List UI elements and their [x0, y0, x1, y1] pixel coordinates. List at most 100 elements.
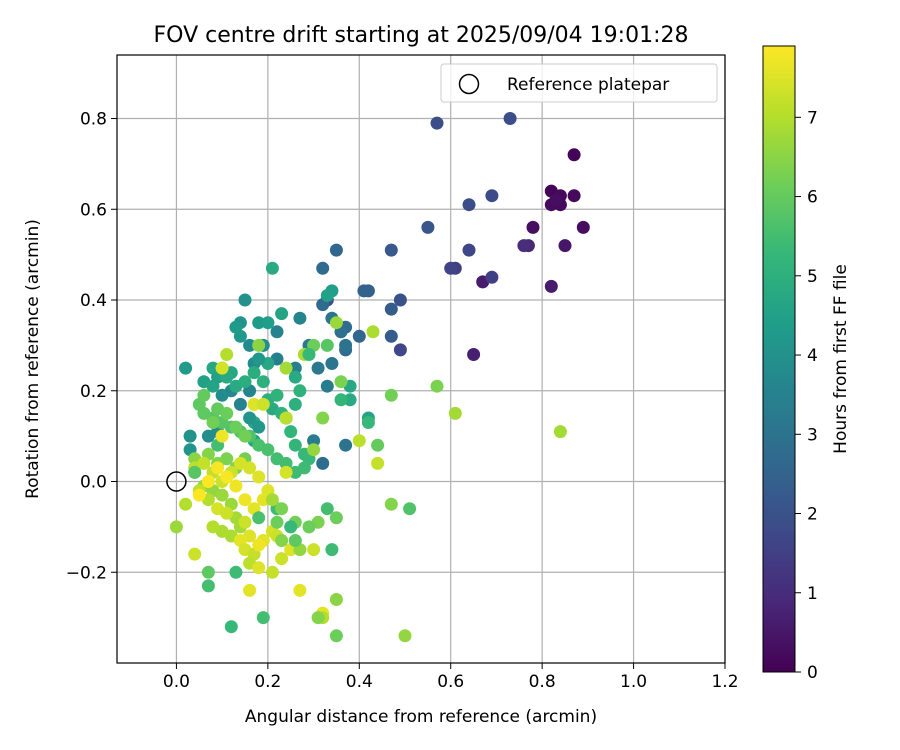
data-point — [553, 425, 567, 439]
chart-title: FOV centre drift starting at 2025/09/04 … — [154, 23, 689, 48]
data-point — [279, 465, 293, 479]
data-point — [339, 338, 353, 352]
data-point — [316, 261, 330, 275]
data-point — [275, 307, 289, 321]
data-point — [233, 397, 247, 411]
x-axis-ticks: 0.0 0.2 0.4 0.6 0.8 1.0 1.2 — [163, 663, 739, 692]
y-axis-ticks: −0.2 0.0 0.2 0.4 0.6 0.8 — [66, 110, 117, 583]
data-point — [293, 583, 307, 597]
data-point — [252, 420, 266, 434]
data-point — [197, 456, 211, 470]
data-point — [197, 388, 211, 402]
data-point — [485, 270, 499, 284]
data-point — [252, 316, 266, 330]
y-tick-label: 0.2 — [80, 382, 107, 402]
data-point — [352, 434, 366, 448]
data-point — [311, 361, 325, 375]
data-point — [252, 338, 266, 352]
data-point — [252, 438, 266, 452]
data-point — [320, 502, 334, 516]
data-point — [256, 493, 270, 507]
colorbar-tick-label: 3 — [807, 425, 818, 445]
data-point — [334, 393, 348, 407]
data-point — [265, 261, 279, 275]
data-point — [320, 289, 334, 302]
data-point — [275, 552, 289, 566]
data-point — [252, 470, 266, 484]
data-point — [201, 579, 215, 593]
colorbar-tick-label: 1 — [807, 584, 818, 604]
x-tick-label: 0.8 — [529, 672, 556, 692]
data-point — [288, 438, 302, 452]
colorbar-ticks: 0 1 2 3 4 5 6 7 — [795, 108, 818, 683]
data-point — [444, 261, 458, 275]
data-point — [544, 279, 558, 293]
data-point — [270, 325, 284, 339]
data-point — [366, 325, 380, 339]
data-point — [279, 361, 293, 375]
data-point — [206, 416, 220, 429]
colorbar-tick-label: 0 — [807, 663, 818, 683]
data-point — [558, 239, 572, 253]
data-point — [576, 220, 590, 234]
data-point — [179, 497, 193, 511]
colorbar-label: Hours from first FF file — [831, 264, 851, 454]
data-point — [384, 329, 398, 343]
data-point — [361, 416, 375, 429]
data-point — [243, 411, 257, 425]
data-point — [215, 488, 229, 502]
data-point — [302, 348, 316, 361]
x-tick-label: 0.0 — [163, 672, 190, 692]
data-point — [224, 620, 238, 634]
data-point — [247, 397, 261, 411]
data-point — [311, 611, 325, 625]
reference-marker — [166, 471, 187, 492]
data-point — [288, 465, 302, 479]
data-point — [256, 611, 270, 625]
data-point — [302, 520, 316, 534]
y-tick-label: 0.6 — [80, 200, 107, 220]
colorbar-tick-label: 7 — [807, 108, 818, 128]
data-point — [183, 429, 197, 443]
data-point — [270, 515, 284, 529]
data-point — [288, 397, 302, 411]
data-point — [384, 243, 398, 257]
data-point — [384, 497, 398, 511]
data-point — [238, 493, 252, 507]
x-tick-label: 1.0 — [620, 672, 647, 692]
data-point — [188, 547, 202, 561]
data-point — [329, 593, 343, 606]
data-point — [238, 515, 252, 529]
data-point — [329, 316, 343, 330]
data-point — [421, 220, 435, 234]
data-point — [275, 534, 289, 547]
data-point — [252, 352, 266, 366]
x-tick-label: 1.2 — [711, 672, 738, 692]
data-point — [211, 461, 225, 475]
data-point — [462, 243, 476, 257]
data-point — [238, 375, 252, 389]
data-point — [430, 379, 444, 393]
data-point — [238, 429, 252, 443]
data-point — [517, 239, 531, 253]
data-point — [206, 520, 220, 534]
data-point — [220, 506, 234, 520]
data-point — [252, 511, 266, 525]
data-point — [307, 434, 321, 448]
data-point — [265, 565, 279, 579]
data-point — [284, 425, 298, 439]
data-point — [316, 411, 330, 425]
data-point — [393, 343, 407, 357]
colorbar-tick-label: 5 — [807, 267, 818, 287]
data-point — [229, 420, 243, 434]
data-point — [339, 438, 353, 452]
data-point — [307, 443, 321, 457]
data-point — [279, 411, 293, 425]
data-point — [188, 465, 202, 479]
data-point — [307, 543, 321, 557]
data-point — [243, 338, 257, 352]
y-tick-label: 0.8 — [80, 110, 107, 130]
data-point — [288, 370, 302, 384]
data-point — [329, 629, 343, 643]
x-tick-label: 0.2 — [254, 672, 281, 692]
